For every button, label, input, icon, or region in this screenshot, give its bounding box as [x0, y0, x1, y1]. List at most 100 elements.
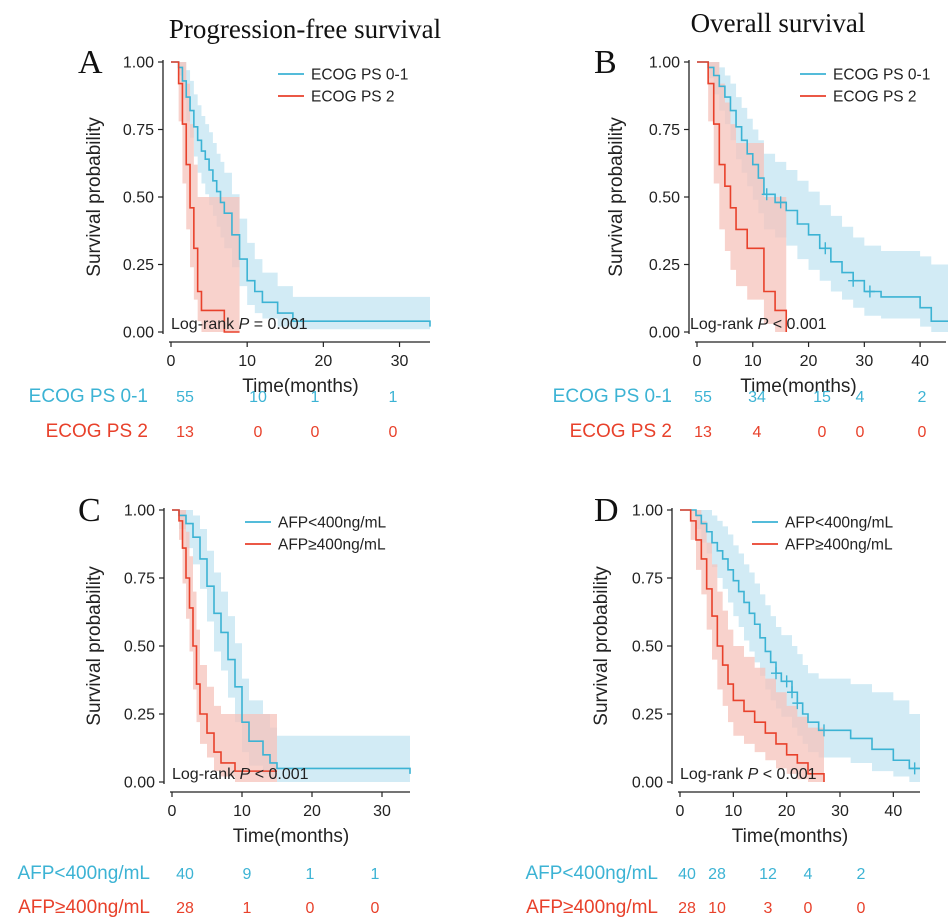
risk-count: 0	[389, 424, 398, 441]
x-tick-label: 20	[778, 803, 796, 820]
risk-row-label: AFP<400ng/mL	[525, 863, 658, 884]
ci-band-1	[680, 510, 920, 782]
y-tick-label: 1.00	[124, 503, 155, 520]
risk-row-label: AFP≥400ng/mL	[526, 897, 658, 918]
y-tick-label: 0.00	[124, 775, 155, 792]
survival-curve-2	[697, 61, 788, 332]
censor-mark	[819, 724, 829, 737]
risk-count: 0	[918, 424, 927, 441]
censor-mark	[787, 686, 797, 699]
risk-count: 10	[708, 900, 726, 917]
logrank-text: Log-rank P < 0.001	[690, 316, 827, 333]
y-axis-title: Survival probability	[84, 566, 105, 726]
logrank-p: P	[758, 316, 769, 333]
x-axis-title: Time(months)	[233, 826, 349, 847]
column-title-os: Overall survival	[691, 8, 866, 38]
ci-band-2	[680, 510, 824, 782]
risk-row-label: ECOG PS 2	[46, 421, 148, 442]
y-tick-label: 0.75	[632, 571, 663, 588]
risk-count: 0	[804, 900, 813, 917]
logrank-text: Log-rank P = 0.001	[171, 316, 308, 333]
x-tick-label: 10	[724, 803, 742, 820]
risk-count: 13	[176, 424, 194, 441]
censor-mark	[771, 667, 781, 680]
risk-count: 4	[804, 866, 813, 883]
censor-mark	[761, 188, 772, 201]
logrank-text: Log-rank P < 0.001	[172, 766, 309, 783]
x-tick-label: 0	[167, 353, 176, 370]
risk-count: 1	[306, 866, 315, 883]
risk-count: 1	[371, 866, 380, 883]
risk-count: 4	[856, 389, 865, 406]
risk-count: 40	[176, 866, 194, 883]
y-tick-label: 0.00	[649, 325, 680, 342]
risk-count: 1	[311, 389, 320, 406]
survival-curve-2	[172, 509, 277, 772]
risk-count: 55	[694, 389, 712, 406]
x-tick-label: 30	[391, 353, 409, 370]
x-tick-label: 0	[168, 803, 177, 820]
risk-count: 15	[813, 389, 831, 406]
risk-count: 28	[678, 900, 696, 917]
legend-label-1: ECOG PS 0-1	[833, 67, 930, 84]
risk-row-label: ECOG PS 0-1	[553, 386, 672, 407]
logrank-value: < 0.001	[758, 766, 816, 783]
panel-letter: D	[594, 492, 619, 529]
risk-count: 55	[176, 389, 194, 406]
risk-count: 0	[306, 900, 315, 917]
y-tick-label: 1.00	[123, 55, 154, 72]
y-axis-title: Survival probability	[591, 566, 612, 726]
survival-curve-2	[171, 61, 240, 333]
legend-label-2: ECOG PS 2	[833, 89, 917, 106]
risk-count: 12	[759, 866, 777, 883]
x-tick-label: 10	[238, 353, 256, 370]
survival-curve-1	[697, 61, 948, 322]
y-axis-title: Survival probability	[606, 117, 627, 277]
censor-mark	[775, 196, 786, 209]
y-tick-label: 0.75	[123, 122, 154, 139]
y-tick-label: 0.75	[649, 122, 680, 139]
y-tick-label: 0.25	[123, 257, 154, 274]
risk-count: 13	[694, 424, 712, 441]
x-axis-title: Time(months)	[242, 376, 358, 397]
y-tick-label: 0.50	[649, 190, 680, 207]
risk-count: 0	[371, 900, 380, 917]
x-tick-label: 30	[373, 803, 391, 820]
risk-row-label: AFP<400ng/mL	[17, 863, 150, 884]
y-axis-title: Survival probability	[84, 117, 105, 277]
survival-curve-2	[680, 509, 825, 782]
ci-band-2	[172, 510, 277, 782]
legend-label-2: AFP≥400ng/mL	[785, 537, 893, 554]
y-tick-label: 0.25	[649, 257, 680, 274]
risk-count: 0	[857, 900, 866, 917]
risk-count: 2	[857, 866, 866, 883]
logrank-p: P	[239, 316, 250, 333]
logrank-p: P	[240, 766, 251, 783]
y-tick-label: 0.25	[124, 707, 155, 724]
x-axis-title: Time(months)	[732, 826, 848, 847]
censor-mark	[820, 242, 831, 255]
logrank-prefix: Log-rank	[680, 766, 748, 783]
ci-band-1	[697, 62, 948, 332]
censor-mark	[781, 675, 792, 688]
risk-count: 4	[753, 424, 762, 441]
x-tick-label: 20	[303, 803, 321, 820]
censor-mark	[864, 285, 875, 298]
risk-count: 28	[176, 900, 194, 917]
logrank-value: < 0.001	[768, 316, 826, 333]
risk-count: 0	[856, 424, 865, 441]
risk-count: 3	[764, 900, 773, 917]
legend-label-2: ECOG PS 2	[311, 89, 395, 106]
logrank-prefix: Log-rank	[171, 316, 239, 333]
risk-count: 1	[243, 900, 252, 917]
x-tick-label: 30	[831, 803, 849, 820]
column-title-pfs: Progression-free survival	[169, 14, 441, 44]
panel-letter: A	[78, 44, 103, 81]
risk-count: 0	[311, 424, 320, 441]
survival-curve-1	[171, 61, 431, 327]
